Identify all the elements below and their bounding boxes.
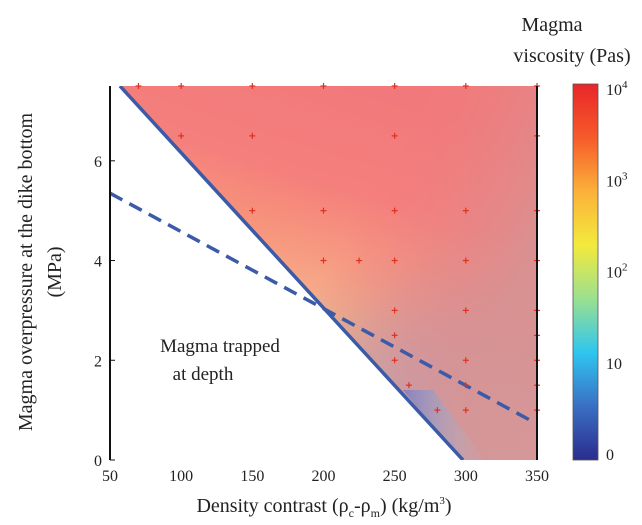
y-axis-ticks: 0 2 4 6 xyxy=(94,154,115,470)
sample-point xyxy=(391,83,398,89)
colorbar-title-line-2: viscosity (Pas) xyxy=(513,45,630,67)
x-tick-label: 300 xyxy=(454,468,478,485)
y-tick-label: 6 xyxy=(94,154,102,171)
sample-point xyxy=(462,407,469,414)
y-tick-label: 0 xyxy=(94,453,102,470)
sample-point xyxy=(178,132,185,139)
x-tick-label: 250 xyxy=(383,468,407,485)
sample-point xyxy=(462,382,469,389)
sample-point xyxy=(391,207,398,214)
heatmap-field xyxy=(119,86,537,460)
colorbar-labels: 0 10 102 103 104 xyxy=(606,79,628,464)
sample-point xyxy=(405,382,412,389)
sample-point xyxy=(135,83,142,89)
dashed-boundary-line xyxy=(110,191,531,422)
sample-point xyxy=(249,83,256,89)
colorbar-label-1: 10 xyxy=(606,356,622,373)
x-tick-label: 50 xyxy=(102,468,118,485)
sample-point xyxy=(391,357,398,364)
sample-point xyxy=(462,357,469,364)
sample-point xyxy=(462,207,469,214)
sample-point xyxy=(462,307,469,314)
x-tick-label: 150 xyxy=(240,468,264,485)
colorbar xyxy=(572,83,599,461)
y-axis-title-line-1: Magma overpressure at the dike bottom xyxy=(15,112,37,431)
sample-point xyxy=(320,207,327,214)
sample-point xyxy=(320,83,327,89)
sample-point xyxy=(391,332,398,339)
x-tick-label: 200 xyxy=(312,468,336,485)
heatmap-edge-fringe xyxy=(402,390,485,460)
sample-point xyxy=(462,257,469,264)
sample-point xyxy=(434,407,441,414)
y-tick-label: 2 xyxy=(94,353,102,370)
sample-point xyxy=(391,132,398,139)
y-axis-title-line-2: (MPa) xyxy=(44,246,66,297)
heatmap-top-right xyxy=(119,86,537,460)
sample-point xyxy=(391,257,398,264)
annotation-line-1: Magma trapped xyxy=(160,336,280,357)
sample-point xyxy=(249,132,256,139)
colorbar-title-line-1: Magma xyxy=(521,14,582,36)
colorbar-label-3: 103 xyxy=(606,170,628,190)
x-tick-label: 350 xyxy=(525,468,549,485)
x-axis-title: Density contrast (ρc-ρm) (kg/m3) xyxy=(196,495,451,520)
sample-point xyxy=(356,257,363,264)
sample-point xyxy=(462,83,469,89)
sample-point xyxy=(391,307,398,314)
annotation-line-2: at depth xyxy=(173,364,234,385)
x-axis-ticks: 50 100 150 200 250 300 350 xyxy=(102,468,549,485)
x-tick-label: 100 xyxy=(169,468,193,485)
solid-boundary-line xyxy=(118,86,465,460)
sample-point xyxy=(178,83,185,89)
colorbar-label-0: 0 xyxy=(606,447,614,464)
colorbar-label-4: 104 xyxy=(606,79,628,99)
sample-point xyxy=(320,257,327,264)
boundary-lines xyxy=(110,86,531,460)
sample-point xyxy=(249,207,256,214)
y-tick-label: 4 xyxy=(94,254,102,271)
colorbar-label-2: 102 xyxy=(606,262,628,282)
